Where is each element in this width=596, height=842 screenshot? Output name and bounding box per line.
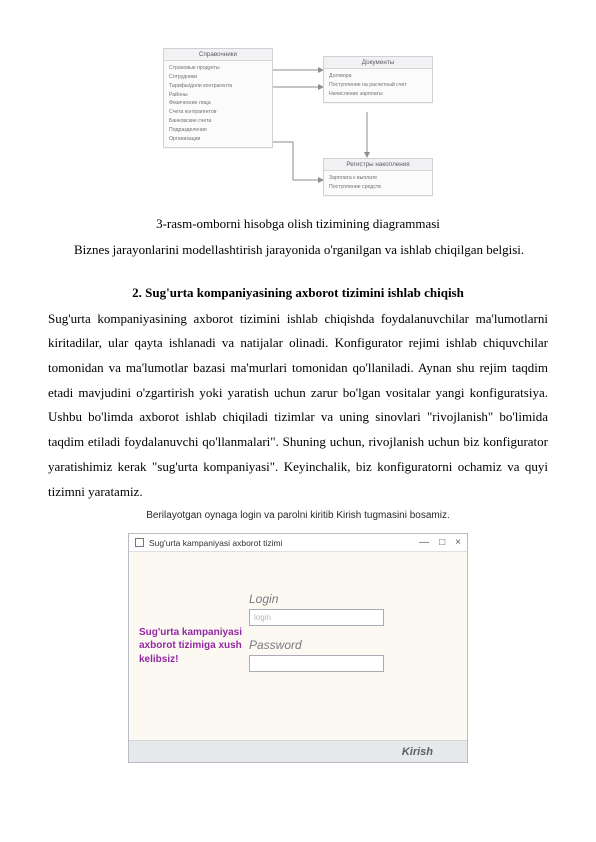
app-window: Sug'urta kampaniyasi axborot tizimi — □ … <box>128 533 468 763</box>
window-maximize-icon[interactable]: □ <box>439 537 445 548</box>
window-app-icon <box>135 538 144 547</box>
paragraph-text: Sug'urta kompaniyasining axborot tizimin… <box>48 311 548 499</box>
diagram-box-registry: Регистры накопления Зарплата к выплате П… <box>323 158 433 196</box>
diagram-item: Поступление на расчетный счет <box>329 81 427 90</box>
window-minimize-icon[interactable]: — <box>419 537 429 548</box>
diagram-item: Зарплата к выплате <box>329 174 427 183</box>
sub-caption: Berilayotgan oynaga login va parolni kir… <box>48 510 548 521</box>
password-label: Password <box>249 638 467 652</box>
diagram-box-items: Зарплата к выплате Поступление средств <box>324 171 432 195</box>
paragraph: Biznes jarayonlarini modellashtirish jar… <box>48 238 548 263</box>
window-body: Sug'urta kampaniyasi axborot tizimiga xu… <box>129 552 467 740</box>
section-heading: 2. Sug'urta kompaniyasining axborot tizi… <box>48 285 548 301</box>
diagram-item: Счета контрагентов <box>169 108 267 117</box>
diagram-item: Сотрудники <box>169 73 267 82</box>
diagram-box-items: Договора Поступление на расчетный счет Н… <box>324 69 432 102</box>
paragraph: Sug'urta kompaniyasining axborot tizimin… <box>48 307 548 505</box>
diagram-item: Организации <box>169 135 267 144</box>
login-placeholder: login <box>254 613 271 622</box>
login-input[interactable]: login <box>249 609 384 626</box>
login-form: Login login Password <box>249 552 467 740</box>
welcome-message: Sug'urta kampaniyasi axborot tizimiga xu… <box>129 552 249 740</box>
diagram-box-items: Страховые продукты Сотрудники Тарифы/дол… <box>164 61 272 147</box>
diagram-box-dokumenty: Документы Договора Поступление на расчет… <box>323 56 433 103</box>
figure-caption: 3-rasm-omborni hisobga olish tizimining … <box>48 216 548 232</box>
window-title: Sug'urta kampaniyasi axborot tizimi <box>149 538 419 548</box>
welcome-line: kelibsiz! <box>139 654 178 665</box>
diagram-box-title: Документы <box>324 57 432 69</box>
diagram-box-title: Справочники <box>164 49 272 61</box>
window-statusbar: Kirish <box>129 740 467 762</box>
diagram-item: Тарифы/доли контрагента <box>169 82 267 91</box>
kirish-button[interactable]: Kirish <box>402 746 433 758</box>
paragraph-text: Biznes jarayonlarini modellashtirish jar… <box>74 242 524 257</box>
welcome-line: Sug'urta kampaniyasi <box>139 627 242 638</box>
password-input[interactable] <box>249 655 384 672</box>
diagram-item: Подразделения <box>169 126 267 135</box>
diagram-item: Страховые продукты <box>169 64 267 73</box>
welcome-line: axborot tizimiga xush <box>139 640 242 651</box>
diagram-item: Начисление зарплаты <box>329 90 427 99</box>
login-label: Login <box>249 592 467 606</box>
diagram-item: Районы <box>169 91 267 100</box>
diagram-item: Банковские счета <box>169 117 267 126</box>
window-titlebar: Sug'urta kampaniyasi axborot tizimi — □ … <box>129 534 467 552</box>
diagram-item: Поступление средств <box>329 183 427 192</box>
diagram-item: Договора <box>329 72 427 81</box>
er-diagram: Справочники Страховые продукты Сотрудник… <box>143 42 453 212</box>
window-close-icon[interactable]: × <box>455 537 461 548</box>
diagram-box-spravochniki: Справочники Страховые продукты Сотрудник… <box>163 48 273 148</box>
diagram-box-title: Регистры накопления <box>324 159 432 171</box>
diagram-item: Физические лица <box>169 99 267 108</box>
